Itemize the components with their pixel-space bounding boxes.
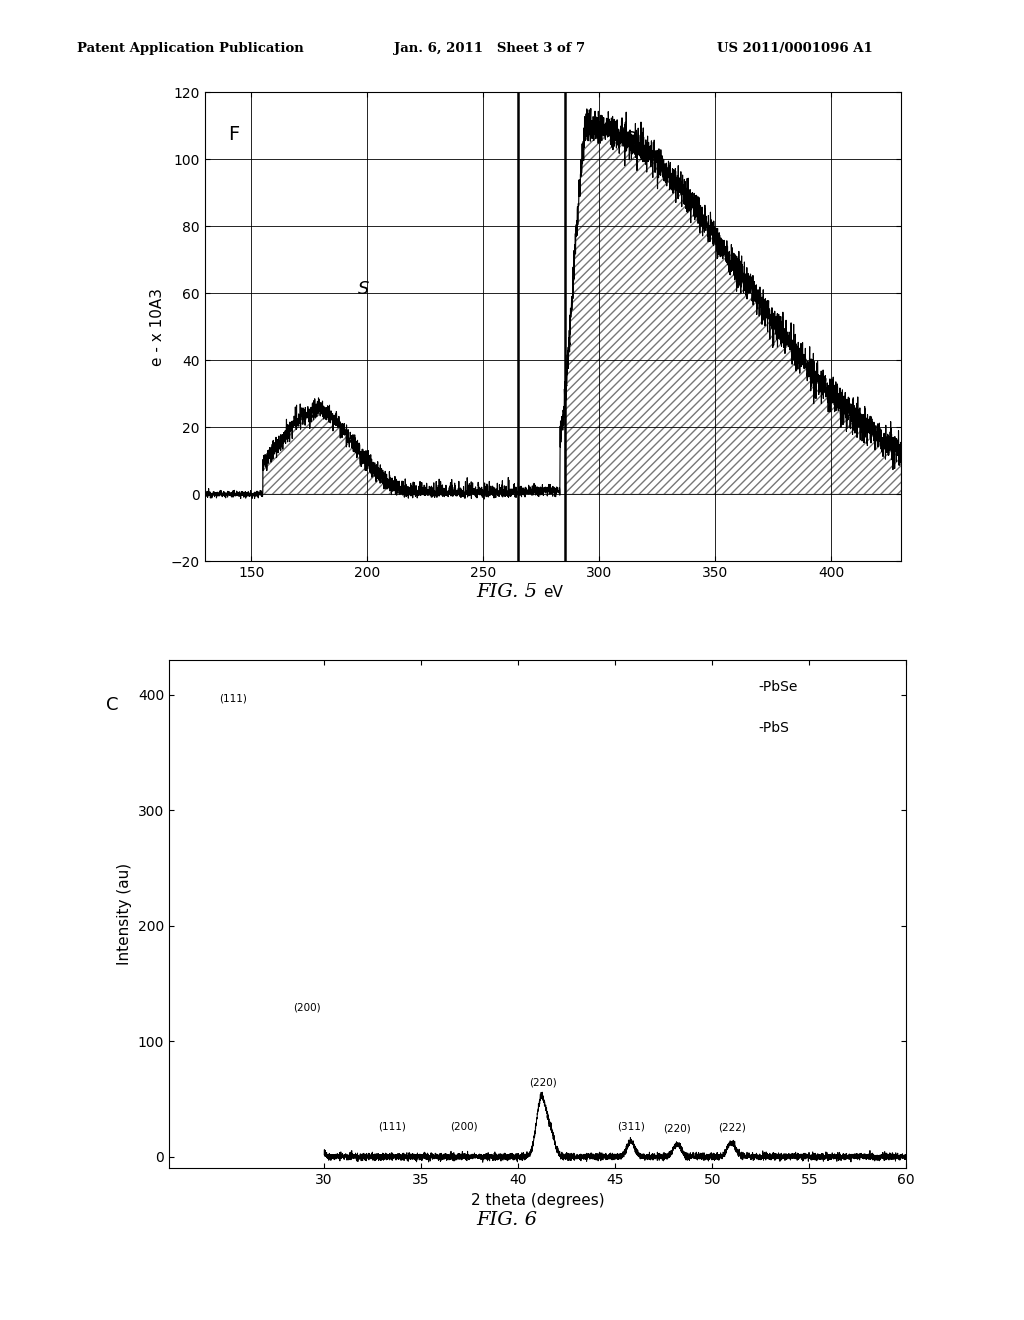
Text: US 2011/0001096 A1: US 2011/0001096 A1	[717, 42, 872, 55]
Text: Jan. 6, 2011   Sheet 3 of 7: Jan. 6, 2011 Sheet 3 of 7	[394, 42, 586, 55]
Text: (200): (200)	[451, 1121, 477, 1131]
X-axis label: eV: eV	[543, 585, 563, 601]
Text: C: C	[106, 696, 119, 714]
Text: (111): (111)	[378, 1121, 407, 1131]
Text: FIG. 6: FIG. 6	[476, 1210, 538, 1229]
Text: (220): (220)	[529, 1077, 557, 1088]
Text: FIG. 5: FIG. 5	[476, 582, 538, 601]
Text: (220): (220)	[664, 1123, 691, 1134]
Text: F: F	[227, 125, 239, 144]
Text: S: S	[358, 280, 370, 298]
Text: -PbS: -PbS	[759, 721, 790, 735]
Y-axis label: Intensity (au): Intensity (au)	[117, 863, 132, 965]
Text: C: C	[623, 129, 636, 149]
Text: (311): (311)	[616, 1121, 645, 1131]
Text: Patent Application Publication: Patent Application Publication	[77, 42, 303, 55]
Text: -PbSe: -PbSe	[759, 680, 798, 694]
Text: (222): (222)	[718, 1122, 745, 1133]
Y-axis label: e - x 10A3: e - x 10A3	[151, 288, 165, 366]
X-axis label: 2 theta (degrees): 2 theta (degrees)	[471, 1192, 604, 1208]
Text: (111): (111)	[219, 694, 247, 704]
Text: (200): (200)	[293, 1002, 321, 1012]
